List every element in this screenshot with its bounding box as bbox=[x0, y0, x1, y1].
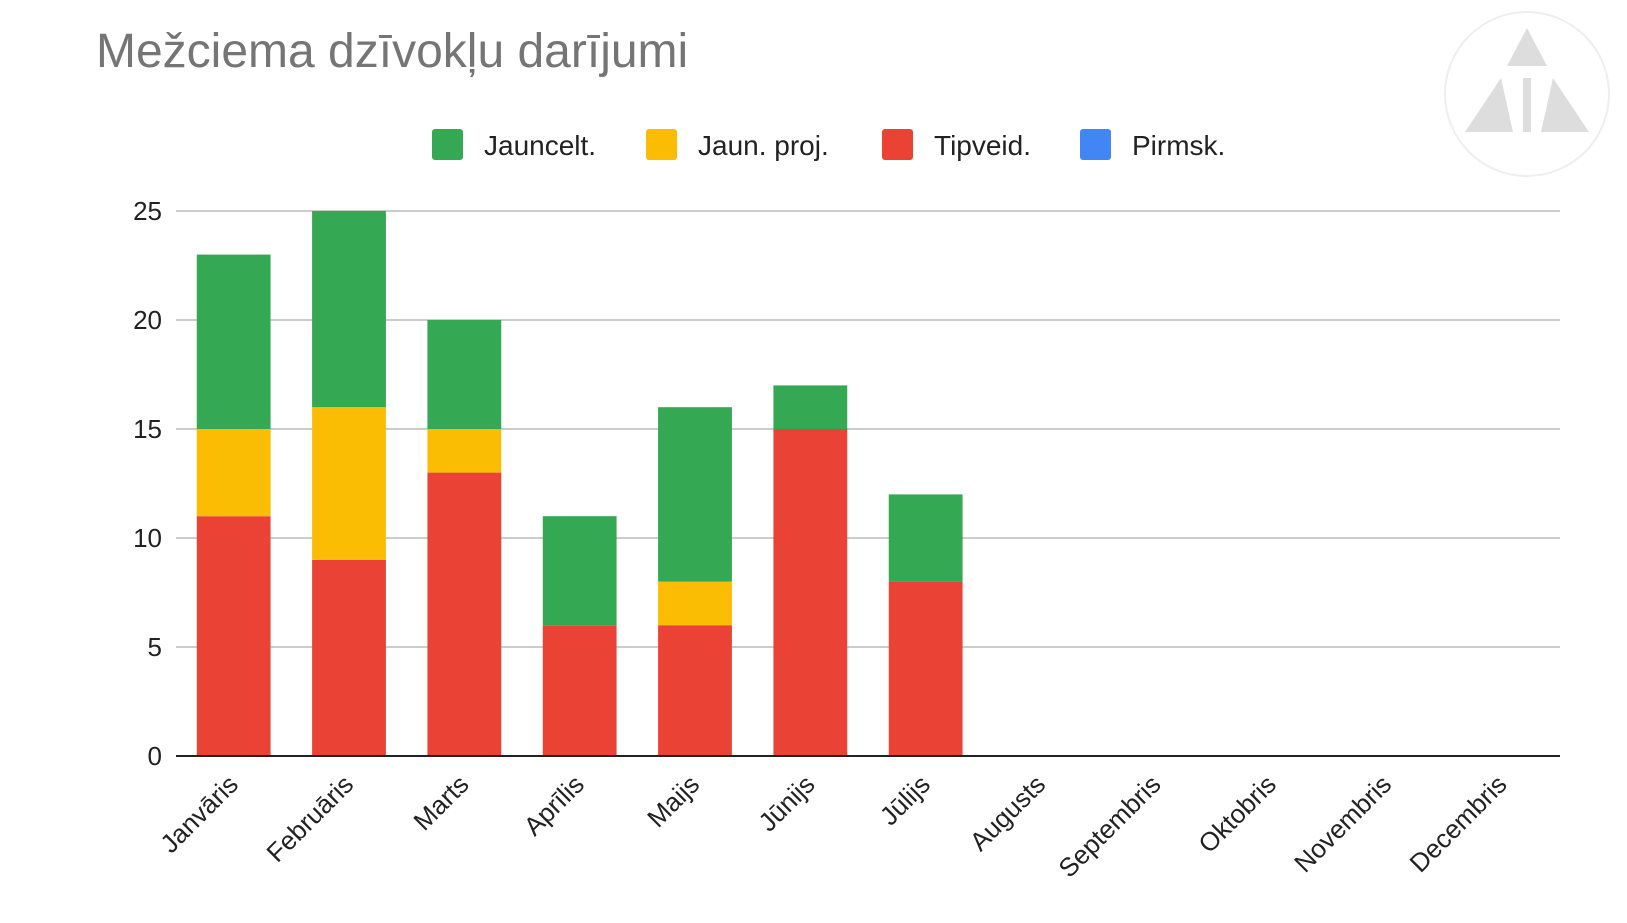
bars bbox=[196, 211, 963, 756]
x-tick-label: Janvāris bbox=[154, 769, 244, 859]
x-tick-label: Septembris bbox=[1052, 769, 1166, 883]
bar-segment bbox=[312, 407, 386, 560]
bar-segment bbox=[196, 254, 271, 429]
bar-segment bbox=[312, 559, 386, 756]
triangle-logo-icon bbox=[1444, 11, 1610, 177]
bar-segment bbox=[427, 429, 502, 473]
legend-swatch bbox=[882, 129, 913, 160]
x-tick-label: Jūlijs bbox=[874, 769, 936, 831]
x-tick-label: Decembris bbox=[1404, 769, 1513, 878]
y-tick-label: 25 bbox=[133, 196, 162, 226]
y-tick-label: 15 bbox=[133, 414, 162, 444]
bar-segment bbox=[196, 516, 271, 756]
bar-segment bbox=[542, 516, 617, 626]
bar-segment bbox=[196, 429, 271, 517]
legend-label: Pirmsk. bbox=[1132, 130, 1225, 161]
x-tick-label: Jūnijs bbox=[752, 769, 820, 837]
bar-segment bbox=[888, 581, 963, 756]
x-tick-label: Aprīlis bbox=[518, 769, 590, 841]
y-tick-label: 10 bbox=[133, 523, 162, 553]
x-tick-label: Maijs bbox=[641, 769, 705, 833]
bar-segment bbox=[658, 625, 732, 756]
bar-segment bbox=[427, 472, 502, 756]
x-tick-label: Marts bbox=[407, 769, 474, 836]
bar-segment bbox=[312, 211, 386, 408]
x-tick-label: Februāris bbox=[260, 769, 359, 868]
bar-segment bbox=[542, 625, 617, 756]
legend-label: Jauncelt. bbox=[484, 130, 596, 161]
y-tick-label: 20 bbox=[133, 305, 162, 335]
y-tick-label: 5 bbox=[148, 632, 162, 662]
bar-segment bbox=[427, 320, 502, 429]
bar-segment bbox=[658, 407, 732, 582]
bar-segment bbox=[773, 385, 848, 429]
legend-swatch bbox=[646, 129, 677, 160]
bar-segment bbox=[888, 494, 963, 582]
legend-swatch bbox=[1080, 129, 1111, 160]
legend: Jauncelt. Jaun. proj. Tipveid. Pirmsk. bbox=[432, 129, 1225, 161]
chart-title: Mežciema dzīvokļu darījumi bbox=[96, 25, 689, 78]
legend-label: Tipveid. bbox=[934, 130, 1031, 161]
x-tick-label: Novembris bbox=[1288, 769, 1397, 878]
x-tick-label: Oktobris bbox=[1192, 769, 1282, 859]
y-tick-label: 0 bbox=[148, 741, 162, 771]
legend-swatch bbox=[432, 129, 463, 160]
legend-label: Jaun. proj. bbox=[698, 130, 829, 161]
gridlines bbox=[176, 210, 1560, 648]
bar-segment bbox=[773, 429, 848, 756]
bar-segment bbox=[658, 581, 732, 626]
x-tick-label: Augusts bbox=[964, 769, 1052, 857]
